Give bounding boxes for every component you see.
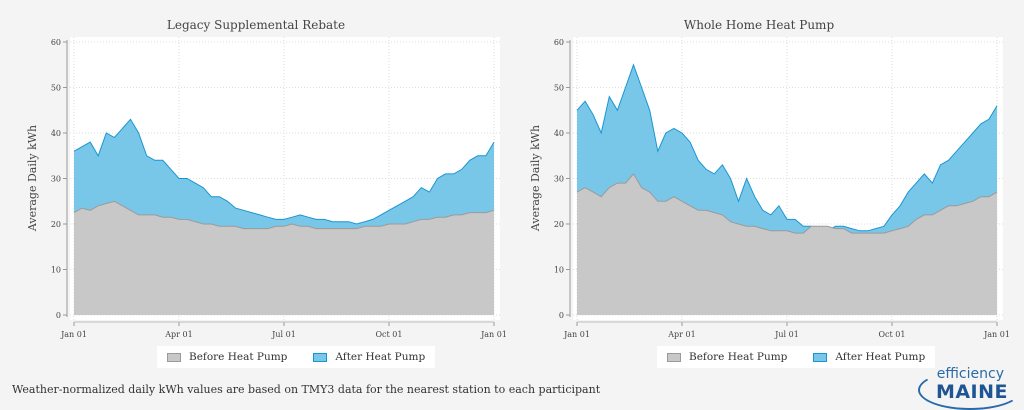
y-tick-label: 50 xyxy=(554,84,564,93)
x-tick-label: Oct 01 xyxy=(376,330,403,339)
line-after-heat-pump xyxy=(576,63,998,232)
y-tick-label: 10 xyxy=(51,266,61,275)
line-before-heat-pump xyxy=(576,173,998,234)
y-tick-label: 20 xyxy=(51,220,61,229)
y-tick-label: 30 xyxy=(51,175,61,184)
footnote: Weather-normalized daily kWh values are … xyxy=(12,383,601,396)
chart-plot: 0 10 20 30 40 50 60 Jan 01 Apr 01 Jul 01 Oct 01 Jan… xyxy=(26,37,507,339)
efficiency-maine-logo: efficiency MAINE xyxy=(918,366,1022,410)
legend-swatch-after xyxy=(313,352,328,362)
y-axis-label: Average Daily kWh xyxy=(26,125,39,232)
y-tick-label: 0 xyxy=(559,311,564,320)
x-tick-label: Jan 01 xyxy=(480,330,507,339)
y-tick-label: 40 xyxy=(51,129,61,138)
y-tick-label: 30 xyxy=(554,175,564,184)
line-before-heat-pump xyxy=(73,200,495,230)
legend-label: Before Heat Pump xyxy=(189,351,288,363)
y-tick-label: 60 xyxy=(554,38,564,47)
x-tick-label: Oct 01 xyxy=(879,330,906,339)
y-tick-label: 20 xyxy=(554,220,564,229)
chart-legend: Before Heat Pump After Heat Pump xyxy=(157,346,436,368)
legend-after[interactable]: After Heat Pump xyxy=(313,351,425,363)
x-tick-label: Jan 01 xyxy=(60,330,87,339)
logo-text-efficiency: efficiency xyxy=(936,366,1004,382)
area-before-heat-pump xyxy=(74,201,494,315)
x-tick-label: Apr 01 xyxy=(667,330,695,339)
x-tick-label: Jan 01 xyxy=(563,330,590,339)
legend-before[interactable]: Before Heat Pump xyxy=(167,351,287,363)
y-tick-label: 40 xyxy=(554,129,564,138)
logo-text-maine: MAINE xyxy=(935,381,1008,403)
y-tick-label: 10 xyxy=(554,266,564,275)
legend-swatch-before xyxy=(167,352,181,362)
chart-plot: 0 10 20 30 40 50 60 Jan 01 Apr 01 Jul 01 Oct 01 Jan… xyxy=(529,37,1010,339)
legend-swatch-after xyxy=(813,352,828,362)
chart-legend: Before Heat Pump After Heat Pump xyxy=(657,346,936,368)
legend-label: Before Heat Pump xyxy=(689,351,788,363)
line-after-heat-pump xyxy=(73,118,495,225)
chart-whole-home-heat-pump: Whole Home Heat Pump 0 10 20 30 40 50 60 Jan 01… xyxy=(503,0,1015,380)
area-before-heat-pump xyxy=(577,173,997,315)
x-tick-label: Jul 01 xyxy=(774,330,799,339)
y-tick-label: 60 xyxy=(51,38,61,47)
chart-legacy-supplemental-rebate: Legacy Supplemental Rebate 0 10 20 30 40 50 60… xyxy=(0,0,512,380)
chart-title: Whole Home Heat Pump xyxy=(683,18,835,32)
legend-label: After Heat Pump xyxy=(335,351,426,363)
legend-after[interactable]: After Heat Pump xyxy=(813,351,925,363)
y-tick-label: 50 xyxy=(51,84,61,93)
chart-title: Legacy Supplemental Rebate xyxy=(166,18,346,32)
x-tick-label: Jan 01 xyxy=(983,330,1010,339)
legend-label: After Heat Pump xyxy=(835,351,926,363)
x-tick-label: Apr 01 xyxy=(164,330,192,339)
y-axis-label: Average Daily kWh xyxy=(529,125,542,232)
x-tick-label: Jul 01 xyxy=(271,330,296,339)
legend-swatch-before xyxy=(667,352,681,362)
legend-before[interactable]: Before Heat Pump xyxy=(667,351,787,363)
y-tick-label: 0 xyxy=(56,311,61,320)
